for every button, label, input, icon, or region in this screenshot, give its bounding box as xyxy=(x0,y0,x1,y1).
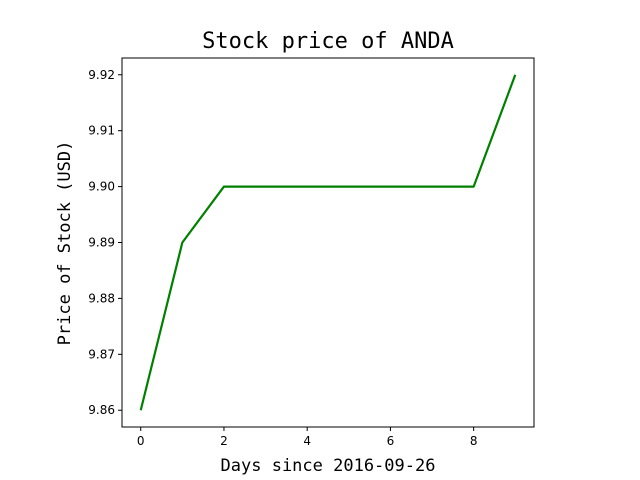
y-tick-label: 9.91 xyxy=(88,124,115,138)
x-tick-label: 0 xyxy=(137,434,145,448)
y-tick-label: 9.87 xyxy=(88,347,115,361)
y-tick-label: 9.88 xyxy=(88,291,115,305)
x-tick-label: 6 xyxy=(387,434,395,448)
y-tick-label: 9.86 xyxy=(88,403,115,417)
x-tick-label: 2 xyxy=(220,434,228,448)
chart-title: Stock price of ANDA xyxy=(202,29,454,54)
x-tick-label: 4 xyxy=(303,434,311,448)
y-tick-label: 9.90 xyxy=(88,180,115,194)
price-series-line xyxy=(139,74,517,411)
y-tick-label: 9.89 xyxy=(88,236,115,250)
plot-frame xyxy=(121,57,535,428)
x-tick-label: 8 xyxy=(470,434,478,448)
plot-area: 0 2 4 6 8 9.86 9.87 9.88 9.89 9.90 9.91 9.92 xyxy=(88,57,535,448)
y-axis-label: Price of Stock (USD) xyxy=(55,141,75,346)
y-tick-label: 9.92 xyxy=(88,68,115,82)
x-axis-label: Days since 2016-09-26 xyxy=(221,456,436,476)
